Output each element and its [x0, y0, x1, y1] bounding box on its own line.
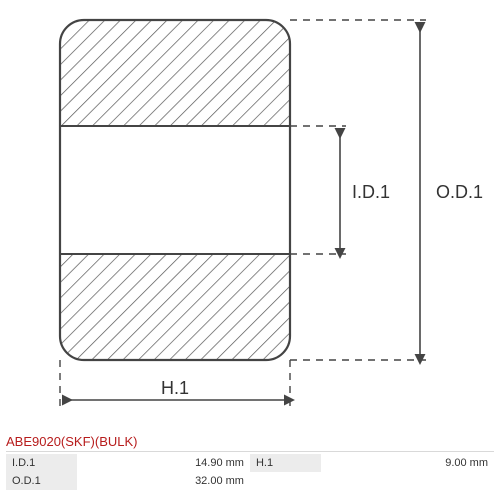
spec-value: 14.90 mm: [77, 454, 250, 472]
bearing-cross-section-diagram: O.D.1 I.D.1 H.1: [0, 0, 500, 430]
spec-label: H.1: [250, 454, 321, 472]
spec-label-empty: [250, 472, 321, 490]
spec-footer: ABE9020(SKF)(BULK) I.D.1 14.90 mm H.1 9.…: [0, 430, 500, 500]
spec-value: 9.00 mm: [321, 454, 494, 472]
table-row: O.D.1 32.00 mm: [6, 472, 494, 490]
diagram-svg: O.D.1 I.D.1 H.1: [0, 0, 500, 430]
spec-label: I.D.1: [6, 454, 77, 472]
spec-value-empty: [321, 472, 494, 490]
spec-table: I.D.1 14.90 mm H.1 9.00 mm O.D.1 32.00 m…: [6, 454, 494, 490]
table-row: I.D.1 14.90 mm H.1 9.00 mm: [6, 454, 494, 472]
spec-value: 32.00 mm: [77, 472, 250, 490]
dim-od1-label: O.D.1: [436, 182, 483, 202]
dim-id1-label: I.D.1: [352, 182, 390, 202]
spec-label: O.D.1: [6, 472, 77, 490]
dim-h1-label: H.1: [161, 378, 189, 398]
part-number: ABE9020(SKF)(BULK): [6, 434, 494, 452]
